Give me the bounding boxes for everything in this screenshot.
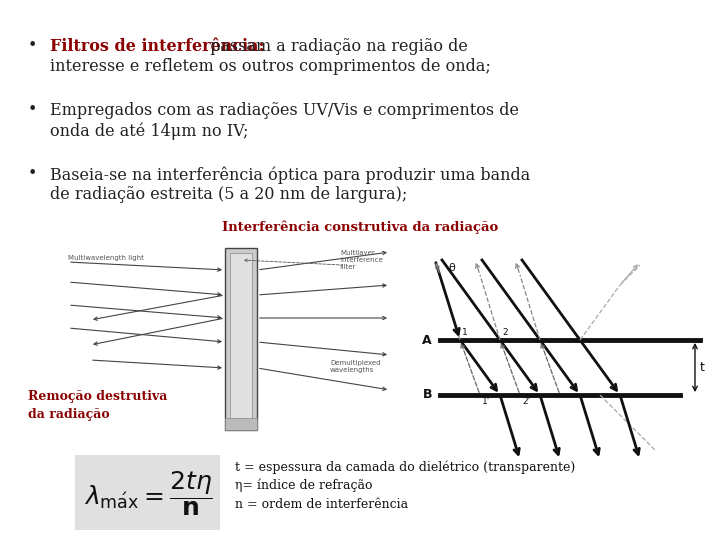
Text: passam a radiação na região de: passam a radiação na região de: [205, 38, 468, 55]
Text: Empregados com as radiações UV/Vis e comprimentos de: Empregados com as radiações UV/Vis e com…: [50, 102, 519, 119]
Text: Interferência construtiva da radiação: Interferência construtiva da radiação: [222, 220, 498, 233]
Text: •: •: [28, 102, 37, 117]
Text: onda de até 14μm no IV;: onda de até 14μm no IV;: [50, 122, 248, 139]
Text: •: •: [28, 166, 37, 181]
Text: Baseia-se na interferência óptica para produzir uma banda: Baseia-se na interferência óptica para p…: [50, 166, 530, 184]
Text: B: B: [423, 388, 432, 402]
Text: n = ordem de interferência: n = ordem de interferência: [235, 498, 408, 511]
Bar: [230, 253, 252, 425]
Text: θ: θ: [448, 263, 455, 273]
Text: Multilayer
interference
filter: Multilayer interference filter: [340, 250, 383, 270]
Text: t: t: [700, 361, 705, 374]
Bar: [75, 455, 220, 530]
Text: 1': 1': [482, 397, 490, 406]
Text: 2': 2': [522, 397, 530, 406]
Text: da radiação: da radiação: [28, 408, 109, 421]
Text: Multiwavelength light: Multiwavelength light: [68, 255, 144, 261]
Text: A: A: [423, 334, 432, 347]
Text: Remoção destrutiva: Remoção destrutiva: [28, 390, 167, 403]
Text: Filtros de interferência:: Filtros de interferência:: [50, 38, 264, 55]
Bar: [225, 418, 257, 430]
Text: Demultiplexed
wavelengths: Demultiplexed wavelengths: [330, 360, 380, 373]
Text: t = espessura da camada do dielétrico (transparente): t = espessura da camada do dielétrico (t…: [235, 460, 575, 474]
Text: de radiação estreita (5 a 20 nm de largura);: de radiação estreita (5 a 20 nm de largu…: [50, 186, 408, 203]
Text: •: •: [28, 38, 37, 53]
Text: interesse e refletem os outros comprimentos de onda;: interesse e refletem os outros comprimen…: [50, 58, 491, 75]
Text: $\lambda_{\mathsf{m\acute{a}x}} = \dfrac{2t\eta}{\mathbf{n}}$: $\lambda_{\mathsf{m\acute{a}x}} = \dfrac…: [84, 470, 212, 518]
Text: 2: 2: [502, 328, 508, 337]
Bar: [225, 248, 257, 430]
Text: 1: 1: [462, 328, 468, 337]
Text: η= índice de refração: η= índice de refração: [235, 479, 372, 492]
